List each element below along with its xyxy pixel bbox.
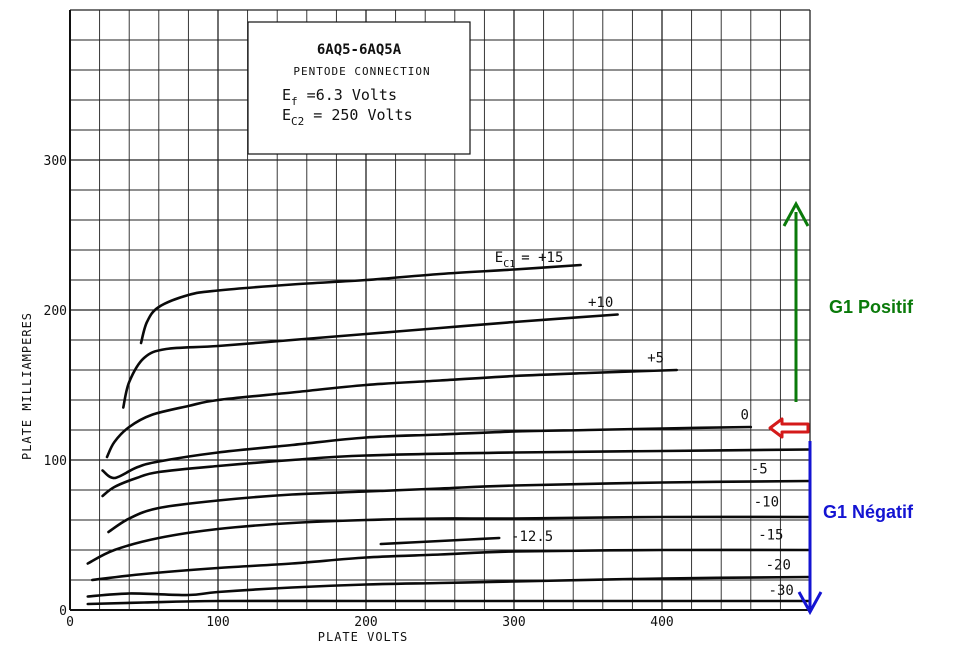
zero-bias-pointer-icon	[768, 417, 810, 439]
curve-label-minus5: -5	[751, 462, 768, 478]
curve-label-plus5: +5	[647, 351, 664, 367]
y-tick-label: 100	[44, 454, 67, 469]
y-tick-label: 0	[59, 604, 67, 619]
y-tick-label: 300	[44, 154, 67, 169]
curve-label-minus20: -20	[766, 558, 791, 574]
condition-ef-symbol: E	[282, 86, 291, 104]
curve-label-minus12-5: -12.5	[511, 529, 553, 545]
curve-minus5	[101, 448, 812, 498]
curve-label-minus15: -15	[758, 528, 783, 544]
y-tick-label: 200	[44, 304, 67, 319]
curve-label-plus10: +10	[588, 295, 613, 311]
curve-labels: EC1 = +15 +10 +5 0 -5 -10 -12.5 -15 -20 -30	[495, 250, 794, 599]
connection-subtitle: PENTODE CONNECTION	[293, 65, 430, 78]
curve-label-plus15: EC1 = +15	[495, 250, 564, 270]
curve-minus12-5	[379, 536, 501, 546]
curve-plus15	[139, 263, 582, 345]
tick-labels: 0 100 200 300 400 0 100 200 300	[44, 154, 674, 630]
x-tick-label: 100	[206, 615, 229, 630]
condition-ef: Ef =6.3 Volts	[282, 86, 397, 108]
curve-label-minus10: -10	[754, 495, 779, 511]
curve-plus5	[105, 368, 679, 459]
positive-annotation: G1 Positif	[782, 200, 914, 402]
condition-ec2-symbol: E	[282, 106, 291, 124]
negative-arrow-head	[797, 591, 823, 616]
curve-minus15	[86, 515, 812, 565]
condition-ef-sub: f	[291, 95, 298, 108]
curve-minus30	[86, 575, 812, 598]
curves	[86, 263, 812, 606]
x-axis-title: PLATE VOLTS	[318, 630, 408, 644]
y-axis-title: PLATE MILLIAMPERES	[20, 312, 34, 460]
x-tick-label: 300	[502, 615, 525, 630]
curve-label-0: 0	[740, 408, 748, 424]
info-box-frame	[247, 21, 471, 155]
x-tick-label: 200	[354, 615, 377, 630]
curve-minus10	[107, 479, 812, 534]
tube-title: 6AQ5-6AQ5A	[317, 42, 402, 58]
positive-label: G1 Positif	[829, 297, 914, 317]
negative-annotation: G1 Négatif	[797, 441, 914, 616]
curve-baseline	[86, 599, 812, 606]
condition-ef-value: =6.3 Volts	[298, 86, 397, 104]
condition-ec2-sub: C2	[291, 115, 304, 128]
positive-arrow-head	[782, 200, 810, 227]
curve-minus20	[90, 548, 812, 582]
x-tick-label: 400	[650, 615, 673, 630]
negative-label: G1 Négatif	[823, 502, 914, 522]
info-box: 6AQ5-6AQ5A PENTODE CONNECTION Ef =6.3 Vo…	[247, 21, 471, 155]
curve-0	[101, 425, 753, 480]
condition-ec2-value: = 250 Volts	[304, 106, 412, 124]
axes	[69, 10, 810, 611]
x-tick-label: 0	[66, 615, 74, 630]
curve-label-minus30: -30	[769, 583, 794, 599]
condition-ec2: EC2 = 250 Volts	[282, 106, 413, 128]
curve-plus10	[121, 313, 619, 409]
